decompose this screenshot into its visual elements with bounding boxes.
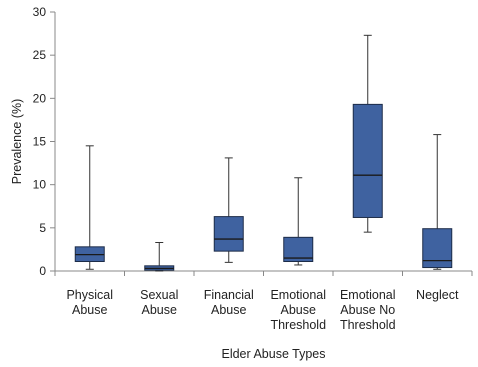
- y-axis-title: Prevalence (%): [10, 99, 24, 184]
- x-category-label-line: Threshold: [270, 318, 326, 332]
- x-category-label-line: Abuse: [211, 303, 246, 317]
- box-4: [283, 177, 314, 266]
- y-tick-label: 5: [39, 221, 46, 235]
- y-tick-label: 0: [39, 264, 46, 278]
- x-category-label-line: Physical: [66, 288, 113, 302]
- box-iqr: [213, 216, 244, 252]
- x-category-label-line: Abuse: [142, 303, 177, 317]
- y-tick-label: 10: [33, 178, 47, 192]
- x-category-label: Emotional Abuse Threshold: [270, 288, 326, 332]
- x-category-label: Physical Abuse: [66, 288, 113, 317]
- x-axis-title: Elder Abuse Types: [221, 347, 325, 361]
- y-tick-label: 20: [33, 91, 47, 105]
- x-category-label-line: Abuse: [72, 303, 107, 317]
- x-category-label: Financial Abuse: [204, 288, 254, 317]
- x-category-label-line: Emotional: [270, 288, 326, 302]
- box-iqr: [422, 228, 453, 269]
- x-category-label-line: Financial: [204, 288, 254, 302]
- x-category-label: Sexual Abuse: [140, 288, 178, 317]
- box-2: [144, 242, 175, 272]
- box-5: [352, 34, 383, 233]
- y-axis: 0 5 10 15 20 25 30: [33, 5, 56, 278]
- box-1: [74, 145, 105, 270]
- x-category-label-line: Emotional: [340, 288, 396, 302]
- y-tick-label: 15: [33, 135, 47, 149]
- x-category-label-line: Neglect: [416, 288, 459, 302]
- x-category-label-line: Abuse: [281, 303, 316, 317]
- x-category-label-line: Sexual: [140, 288, 178, 302]
- box-3: [213, 157, 244, 263]
- box-iqr: [352, 103, 383, 218]
- y-tick-label: 30: [33, 5, 47, 19]
- box-series: [74, 34, 453, 272]
- x-category-label: Neglect: [416, 288, 459, 302]
- x-category-label-line: Threshold: [340, 318, 396, 332]
- box-6: [422, 134, 453, 270]
- y-tick-label: 25: [33, 48, 47, 62]
- x-category-label-line: Abuse No: [340, 303, 395, 317]
- x-category-label: Emotional Abuse No Threshold: [340, 288, 396, 332]
